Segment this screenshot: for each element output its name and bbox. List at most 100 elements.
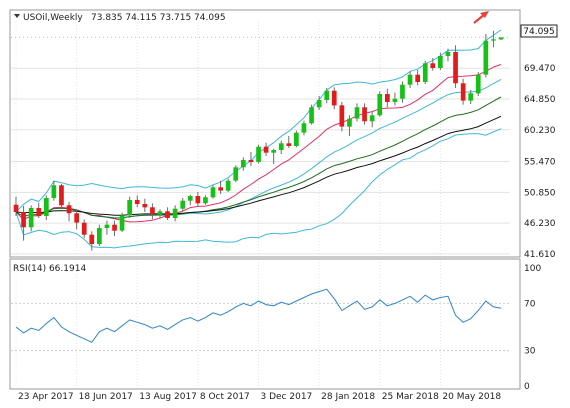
candle-body <box>309 107 314 124</box>
candle <box>377 91 383 117</box>
candle <box>324 88 330 104</box>
candle-body <box>59 185 64 206</box>
candle-body <box>28 208 34 228</box>
candle-body <box>278 143 284 150</box>
current-price-badge: 74.095 <box>520 24 558 38</box>
candle <box>195 192 201 206</box>
candle <box>453 45 458 88</box>
candle-body <box>263 146 269 153</box>
candle <box>13 196 19 216</box>
x-tick-label: 28 Jan 2018 <box>321 392 375 402</box>
candle <box>81 219 87 238</box>
candle <box>127 196 132 218</box>
candle <box>362 103 367 125</box>
candle <box>438 52 443 70</box>
candle-body <box>233 167 239 181</box>
candle <box>225 178 231 192</box>
candle-body <box>44 198 49 216</box>
candle <box>97 224 102 246</box>
candle-body <box>475 74 481 94</box>
candle <box>354 103 360 122</box>
candle <box>248 152 254 166</box>
candle <box>430 58 436 71</box>
candle <box>134 195 140 208</box>
candle-body <box>89 234 95 244</box>
x-tick-label: 25 Mar 2018 <box>382 392 439 402</box>
candle-body <box>362 107 367 122</box>
candle-body <box>241 160 246 168</box>
candle <box>445 48 451 62</box>
price-panel-frame <box>9 9 521 258</box>
rsi-line <box>15 288 502 343</box>
candle-body <box>438 56 443 68</box>
dropdown-triangle-icon[interactable] <box>14 14 20 18</box>
candle-body <box>316 100 322 108</box>
ohlc-values: 73.835 74.115 73.715 74.095 <box>91 13 226 23</box>
y-tick-label: 55.470 <box>524 158 556 168</box>
candle <box>498 37 504 40</box>
candle-body <box>112 224 117 231</box>
rsi-panel-frame <box>9 258 521 390</box>
rsi-y-tick-label: 70 <box>524 299 536 309</box>
candle-body <box>172 208 178 218</box>
candle <box>36 202 42 218</box>
candle <box>286 136 292 148</box>
candle <box>369 111 375 128</box>
candle <box>119 212 125 232</box>
candle-body <box>66 205 72 214</box>
candle-body <box>498 37 504 40</box>
candle-body <box>51 185 57 198</box>
indicator-overlays <box>15 29 502 249</box>
candle <box>66 202 72 222</box>
candle <box>475 72 481 96</box>
candle <box>74 210 79 230</box>
rsi-title: RSI(14) 66.1914 <box>13 264 86 274</box>
candle-body <box>392 98 398 102</box>
candle-body <box>385 94 390 102</box>
candle <box>256 144 261 164</box>
candle-body <box>119 215 125 231</box>
moving-average-fast-line <box>15 64 502 223</box>
candle <box>407 71 413 88</box>
candle-body <box>248 160 254 162</box>
rsi-y-tick-label: 0 <box>524 382 530 392</box>
y-tick-label: 46.230 <box>524 219 556 229</box>
candle-body <box>187 196 193 201</box>
candle-body <box>339 105 345 127</box>
x-axis-labels: 23 Apr 2017 18 Jun 2017 13 Aug 2017 8 Oct 2… <box>18 392 501 402</box>
candle-body <box>468 93 473 101</box>
candle-body <box>453 52 458 84</box>
candle-body <box>74 213 79 223</box>
candle-body <box>407 74 413 85</box>
y-tick-label: 64.850 <box>524 95 556 105</box>
candle <box>491 30 496 48</box>
up-arrow-icon <box>473 11 489 24</box>
candle <box>187 194 193 206</box>
candlesticks <box>13 30 504 251</box>
bollinger-lower-line <box>15 128 502 249</box>
x-tick-label: 18 Jun 2017 <box>79 392 133 402</box>
candle-body <box>445 52 451 56</box>
candle-body <box>142 204 148 208</box>
candle <box>316 96 322 110</box>
candle <box>21 206 26 241</box>
candle <box>309 104 314 125</box>
candle <box>271 148 276 164</box>
candle-body <box>347 118 352 127</box>
y-tick-label: 41.610 <box>524 250 556 260</box>
candle-body <box>430 63 436 68</box>
candle <box>241 157 246 171</box>
candle-body <box>491 39 496 41</box>
candle-body <box>256 146 261 162</box>
candle <box>400 81 405 103</box>
candle-body <box>369 115 375 122</box>
candle-body <box>483 40 489 75</box>
symbol-label: USOil,Weekly <box>23 13 83 23</box>
candle <box>263 142 269 156</box>
candle-body <box>422 63 428 82</box>
candle <box>233 165 239 182</box>
candle-body <box>36 208 42 216</box>
candle-body <box>460 83 466 101</box>
x-tick-label: 23 Apr 2017 <box>18 392 74 402</box>
